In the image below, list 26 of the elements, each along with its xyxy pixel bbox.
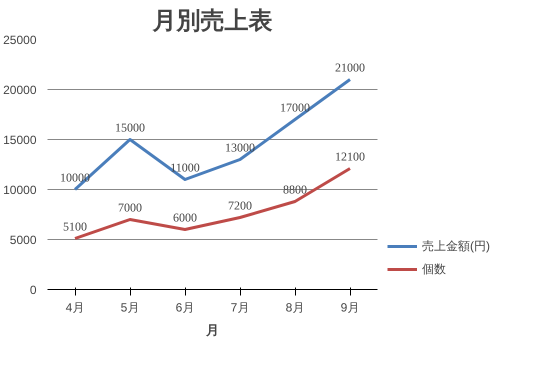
data-label: 7000 — [118, 200, 142, 214]
legend-label: 売上金額(円) — [422, 238, 490, 254]
data-label: 6000 — [173, 210, 197, 224]
x-tick-label: 7月 — [230, 300, 250, 314]
data-label: 11000 — [170, 160, 200, 174]
y-tick-label: 5000 — [10, 233, 37, 247]
y-tick-label: 25000 — [3, 33, 37, 47]
data-label: 5100 — [63, 220, 87, 234]
data-label: 15000 — [115, 120, 145, 134]
x-tick-label: 9月 — [340, 300, 360, 314]
data-label: 13000 — [225, 140, 255, 154]
data-label: 7200 — [228, 198, 252, 212]
data-label: 21000 — [335, 60, 365, 74]
y-tick-label: 20000 — [3, 83, 37, 97]
x-tick-label: 6月 — [176, 300, 194, 314]
x-tick-label: 5月 — [120, 300, 140, 314]
chart-title: 月別売上表 — [152, 8, 272, 34]
x-axis-title: 月 — [205, 322, 219, 338]
y-tick-label: 10000 — [3, 183, 37, 197]
x-tick-label: 8月 — [286, 300, 304, 314]
y-tick-label: 15000 — [3, 133, 37, 147]
y-tick-label: 0 — [30, 283, 37, 297]
legend-label: 個数 — [422, 260, 446, 278]
data-label: 12100 — [335, 150, 365, 164]
x-tick-label: 4月 — [66, 300, 84, 314]
data-label: 17000 — [280, 100, 310, 114]
